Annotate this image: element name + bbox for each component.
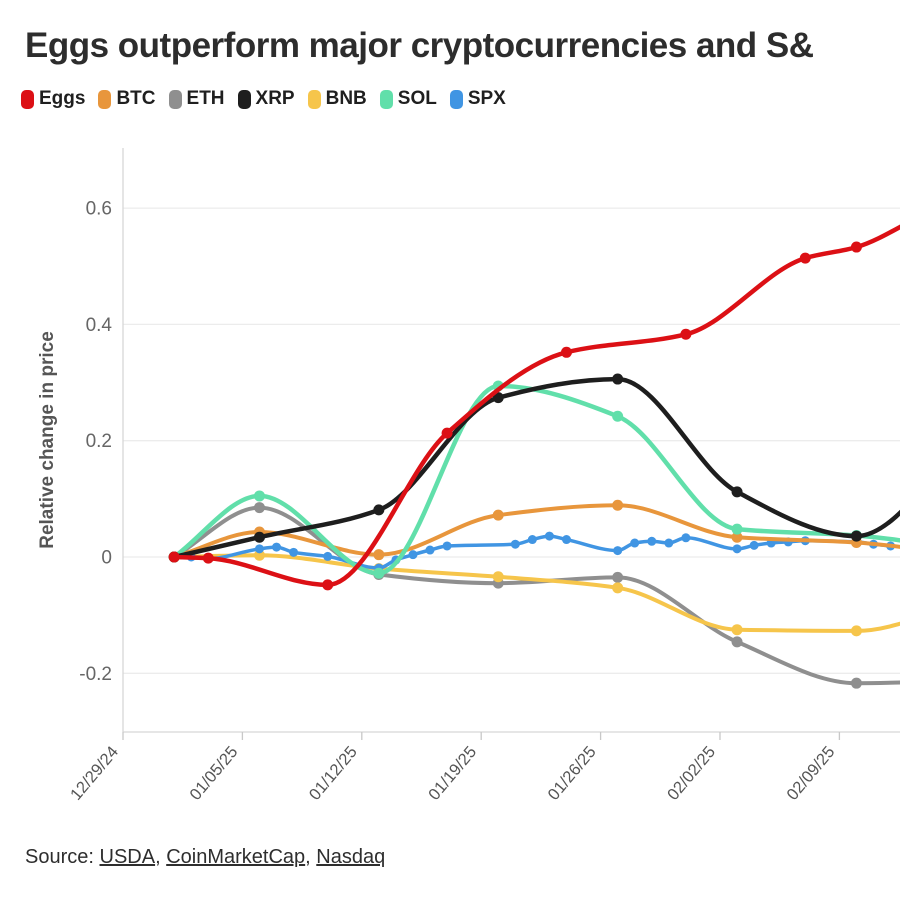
y-tick-label: 0.2: [86, 431, 112, 452]
series-marker-eggs: [168, 551, 180, 563]
series-marker-bnb: [492, 571, 504, 583]
series-marker-spx: [272, 542, 282, 552]
series-marker-xrp: [612, 373, 624, 385]
series-marker-xrp: [253, 531, 265, 543]
series-marker-xrp: [373, 504, 385, 516]
series-marker-eth: [850, 677, 862, 689]
series-marker-eggs: [850, 241, 862, 253]
series-marker-eggs: [560, 346, 572, 358]
series-marker-spx: [527, 535, 537, 545]
series-marker-btc: [731, 531, 743, 543]
series-marker-spx: [732, 544, 742, 554]
x-tick-label: 02/02/25: [664, 743, 719, 804]
y-tick-label: 0.6: [86, 199, 112, 220]
y-tick-label: 0.4: [86, 315, 113, 336]
x-tick-label: 12/29/24: [67, 743, 122, 804]
series-marker-sol: [373, 567, 385, 579]
legend-swatch-sol: [379, 89, 393, 109]
series-line-bnb: [172, 553, 900, 633]
legend-item-eggs: Eggs: [21, 88, 85, 110]
series-marker-spx: [425, 545, 435, 555]
series-marker-sol: [731, 523, 743, 535]
series-marker-xrp: [850, 530, 862, 542]
legend-label: BTC: [116, 88, 156, 109]
series-marker-spx: [408, 550, 418, 560]
source-link-usda[interactable]: USDA: [99, 846, 156, 868]
y-axis-title: Relative change in price: [37, 331, 58, 549]
legend-label: SOL: [397, 88, 437, 109]
series-marker-sol: [253, 490, 265, 502]
series-marker-spx: [681, 533, 691, 543]
series-marker-bnb: [850, 625, 862, 637]
legend-swatch-spx: [449, 89, 463, 109]
legend-swatch-eth: [168, 89, 182, 109]
series-marker-btc: [492, 509, 504, 521]
legend-item-xrp: XRP: [237, 88, 295, 110]
series-marker-btc: [612, 499, 624, 511]
series-marker-spx: [254, 544, 264, 554]
x-tick-label: 02/09/25: [783, 743, 838, 804]
source-prefix: Source:: [25, 846, 94, 868]
x-tick-label: 01/12/25: [306, 743, 361, 804]
series-marker-eggs: [202, 552, 214, 564]
series-marker-spx: [510, 539, 520, 549]
legend-item-btc: BTC: [98, 88, 156, 110]
legend-label: BNB: [325, 88, 367, 109]
series-marker-spx: [664, 538, 674, 548]
series-marker-spx: [749, 540, 759, 550]
series-marker-spx: [613, 546, 623, 556]
x-tick-label: 01/19/25: [425, 743, 480, 804]
series-marker-bnb: [731, 624, 743, 636]
legend-item-eth: ETH: [168, 88, 225, 110]
series-line-btc: [172, 503, 900, 559]
chart-plot: 0.6 0.4 0.2 0 -0.2 12/29/24 01/05/25 01/12/25 01…: [67, 148, 900, 804]
legend-label: ETH: [186, 88, 225, 109]
series-marker-xrp: [492, 392, 504, 404]
series-line-eggs: [171, 224, 900, 588]
source-links: USDA, CoinMarketCap, Nasdaq: [99, 846, 386, 868]
series-marker-eth: [612, 571, 624, 583]
legend-swatch-eggs: [21, 89, 34, 109]
series-marker-spx: [544, 531, 554, 541]
series-marker-xrp: [731, 486, 743, 498]
series-marker-spx: [647, 536, 657, 546]
series-marker-spx: [323, 551, 333, 561]
series-marker-sol: [612, 410, 624, 422]
series-marker-bnb: [253, 549, 265, 561]
legend-label: XRP: [255, 88, 295, 109]
legend-swatch-btc: [98, 89, 112, 109]
series-marker-btc: [373, 549, 385, 561]
series-marker-eggs: [799, 252, 811, 264]
legend-swatch-xrp: [237, 89, 251, 109]
series-marker-spx: [442, 541, 452, 551]
series-marker-eggs: [322, 579, 334, 591]
series-marker-spx: [630, 538, 640, 548]
y-tick-label: -0.2: [79, 664, 112, 685]
legend-item-sol: SOL: [379, 88, 437, 110]
series-marker-bnb: [612, 582, 624, 594]
y-tick-label: 0: [101, 548, 112, 569]
legend-label: SPX: [467, 88, 506, 109]
legend-item-bnb: BNB: [307, 88, 367, 110]
source-link-coinmarketcap[interactable]: CoinMarketCap: [166, 846, 306, 868]
x-tick-label: 01/26/25: [545, 743, 600, 804]
x-tick-label: 01/05/25: [186, 743, 241, 804]
series-marker-eth: [731, 636, 743, 648]
series-marker-eth: [253, 502, 265, 514]
legend-swatch-bnb: [307, 89, 321, 109]
series-marker-spx: [289, 547, 299, 557]
series-marker-eggs: [680, 328, 692, 340]
series-marker-eggs: [441, 427, 453, 439]
chart-title: Eggs outperform major cryptocurrencies a…: [25, 26, 814, 65]
legend: Eggs BTC ETH XRP BNB SOL SPX: [21, 88, 506, 110]
legend-item-spx: SPX: [449, 88, 506, 110]
source-line: Source: USDA, CoinMarketCap, Nasdaq: [25, 846, 385, 869]
legend-label: Eggs: [39, 88, 86, 109]
series-marker-spx: [561, 535, 571, 545]
source-link-nasdaq[interactable]: Nasdaq: [316, 846, 386, 868]
